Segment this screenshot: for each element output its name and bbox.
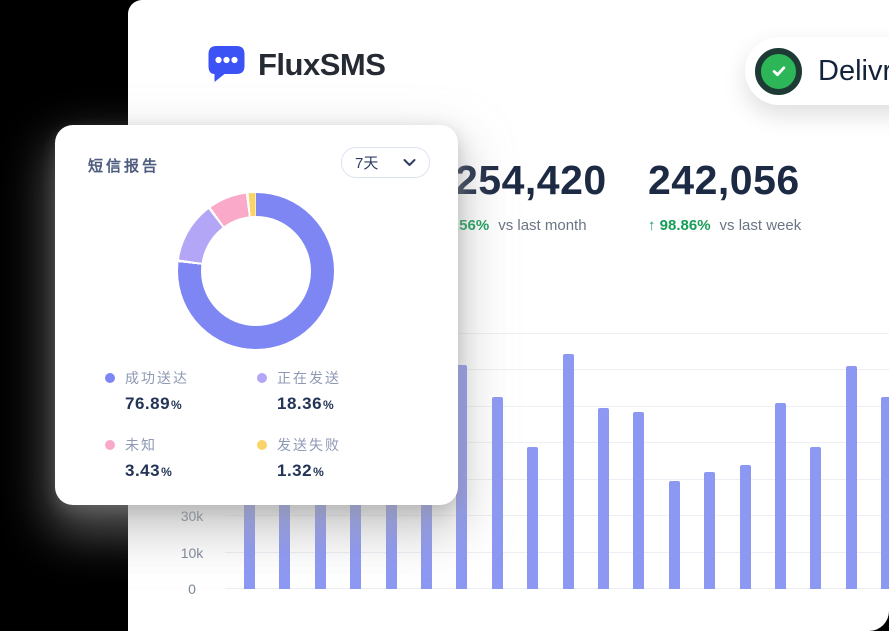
bar <box>775 403 786 589</box>
bar <box>491 397 503 589</box>
stat-value: 254,420 <box>455 157 607 203</box>
stat-comparison: vs last month <box>498 217 587 234</box>
legend-item-sending: 正在发送 18.36% <box>257 368 341 414</box>
stat-delta: ↑ 98.86% <box>648 217 711 234</box>
bar <box>810 447 822 589</box>
stat-value: 242,056 <box>648 157 800 203</box>
bar <box>598 408 609 589</box>
bar <box>527 447 539 589</box>
bar <box>633 412 645 589</box>
check-circle-icon <box>755 47 802 95</box>
delivered-status-pill[interactable]: Delivrd <box>745 37 889 105</box>
date-range-dropdown[interactable]: 7天 <box>341 147 430 178</box>
legend-item-failed: 发送失败 1.32% <box>257 435 341 481</box>
gridline <box>225 333 889 334</box>
donut-chart <box>178 193 334 349</box>
legend-item-unknown: 未知 3.43% <box>105 435 257 481</box>
card-title: 短信报告 <box>88 158 161 175</box>
gridline <box>225 478 889 480</box>
stat-delivered: 242,056 ↑ 98.86% vs last week <box>648 157 801 235</box>
status-label: Delivrd <box>818 54 889 87</box>
bar <box>704 472 716 589</box>
bar <box>421 425 432 589</box>
y-tick-label: 10k <box>180 544 204 561</box>
sms-report-card: 短信报告 7天 成功送达 76.89% 正在发送 18.36% <box>55 125 458 505</box>
stat-delta: .56% <box>455 217 490 234</box>
bar <box>881 397 889 589</box>
brand: FluxSMS <box>208 46 386 83</box>
y-tick-label: 0 <box>188 581 196 597</box>
bar <box>668 481 680 589</box>
up-arrow-icon: ↑ <box>648 217 656 234</box>
stat-total-sent: 254,420 .56% vs last month <box>455 157 607 235</box>
gridline <box>225 515 889 516</box>
bar-chart-y-axis: 0 10k 30k <box>172 333 212 596</box>
date-range-value: 7天 <box>355 155 379 172</box>
legend-dot-icon <box>257 440 267 450</box>
bar <box>562 354 574 589</box>
gridline <box>225 405 889 407</box>
donut-legend: 成功送达 76.89% 正在发送 18.36% 未知 3.43% 发送失败 1.… <box>105 368 341 481</box>
gridline <box>225 369 889 370</box>
stat-subline: .56% vs last month <box>455 217 607 234</box>
chat-bubble-icon <box>208 46 246 83</box>
gridline <box>225 588 889 589</box>
legend-dot-icon <box>105 440 115 450</box>
gridline <box>225 442 889 443</box>
bar <box>279 428 291 589</box>
chevron-down-icon <box>403 158 416 167</box>
gridline <box>225 551 889 553</box>
y-tick-label: 30k <box>180 508 204 524</box>
bar <box>350 443 362 589</box>
stat-subline: ↑ 98.86% vs last week <box>648 217 801 234</box>
bar <box>845 366 857 589</box>
bar <box>456 365 468 589</box>
legend-dot-icon <box>105 373 115 383</box>
legend-item-delivered: 成功送达 76.89% <box>105 368 257 414</box>
bar <box>739 465 751 589</box>
stat-comparison: vs last week <box>719 217 802 234</box>
legend-dot-icon <box>257 373 267 383</box>
brand-name: FluxSMS <box>258 46 386 82</box>
